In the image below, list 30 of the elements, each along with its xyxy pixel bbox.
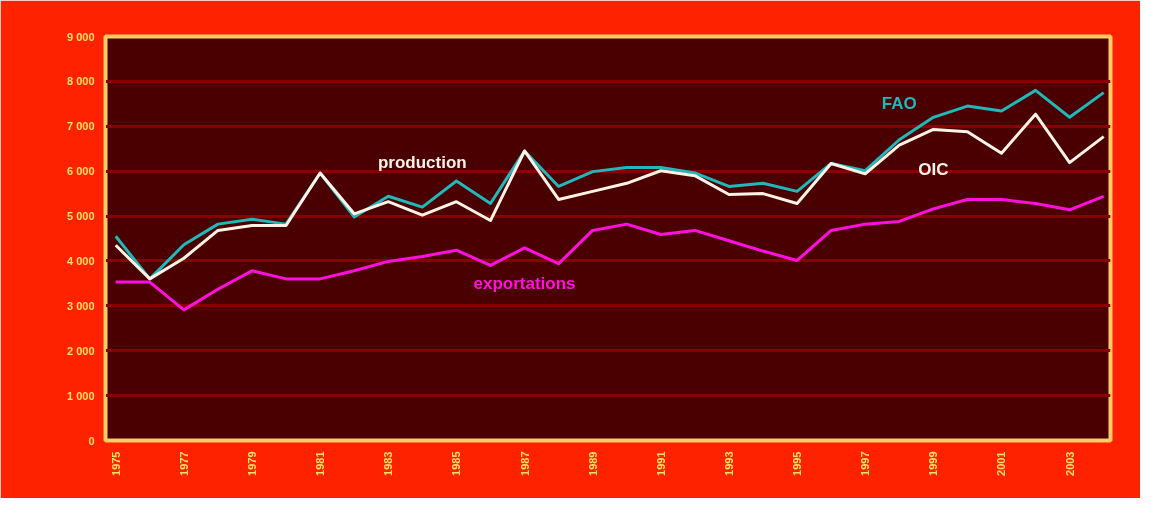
y-tick-label: 9 000: [66, 30, 95, 43]
y-tick-label: 1 000: [66, 389, 95, 402]
x-tick-label: 1983: [382, 451, 395, 476]
annotation: production: [377, 152, 467, 172]
y-tick-label: 5 000: [66, 210, 95, 223]
x-tick-label: 1977: [177, 451, 190, 476]
x-tick-label: 1979: [245, 451, 258, 476]
x-tick-label: 1995: [791, 451, 804, 476]
series-label: FAO: [881, 94, 917, 114]
series-label: OIC: [918, 159, 949, 179]
x-tick-label: 1999: [927, 451, 940, 476]
y-tick-label: 2 000: [66, 344, 95, 357]
x-tick-label: 1991: [654, 451, 667, 476]
y-tick-label: 3 000: [66, 299, 95, 312]
x-tick-label: 1997: [859, 451, 872, 476]
y-tick-label: 6 000: [66, 165, 95, 178]
y-tick-label: 8 000: [66, 75, 95, 88]
x-tick-label: 1975: [109, 451, 122, 476]
x-tick-label: 1989: [586, 451, 599, 476]
series-label: exportations: [473, 274, 576, 294]
x-tick-label: 1987: [518, 451, 531, 476]
y-tick-label: 0: [88, 434, 95, 447]
x-tick-label: 2001: [995, 451, 1008, 476]
y-tick-label: 7 000: [66, 120, 95, 133]
x-tick-label: 1985: [450, 451, 463, 476]
x-tick-label: 1993: [722, 451, 735, 476]
x-tick-label: 2003: [1063, 451, 1076, 476]
x-tick-label: 1981: [314, 451, 327, 476]
line-series: [114, 194, 1106, 312]
y-tick-label: 4 000: [66, 254, 95, 267]
